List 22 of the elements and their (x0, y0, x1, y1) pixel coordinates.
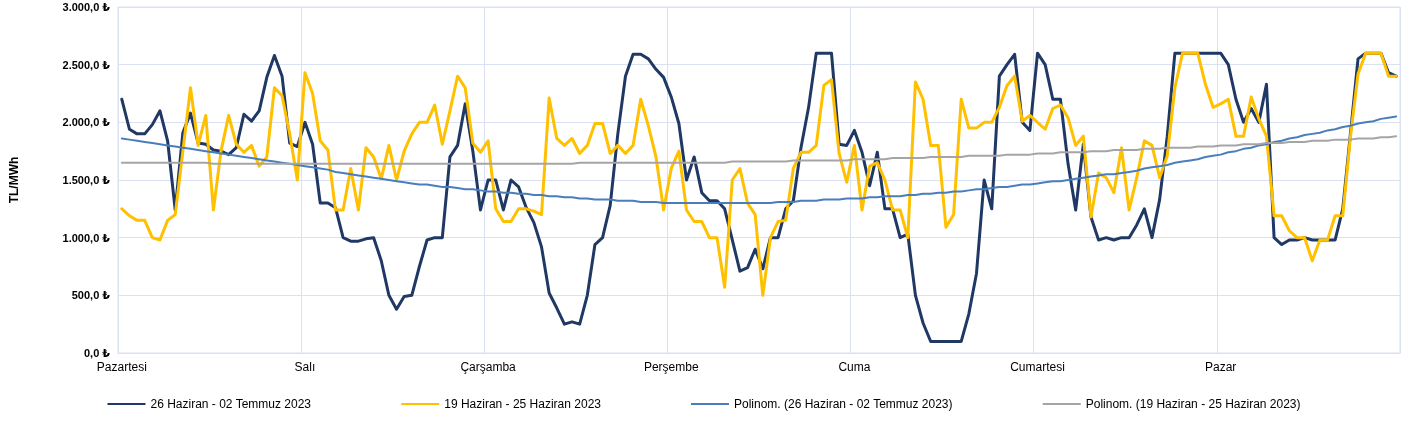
legend-label: Polinom. (19 Haziran - 25 Haziran 2023) (1085, 397, 1301, 411)
y-axis-title: TL/MWh (7, 156, 21, 204)
x-tick-label: Cumartesi (1010, 360, 1065, 374)
y-tick-label: 2.500,0 ₺ (62, 58, 111, 71)
legend-label: Polinom. (26 Haziran - 02 Temmuz 2023) (733, 397, 953, 411)
line-series (120, 51, 1398, 297)
line-series (120, 135, 1398, 165)
y-tick-label: 500,0 ₺ (71, 289, 111, 302)
legend-label: 19 Haziran - 25 Haziran 2023 (444, 397, 602, 411)
y-tick-label: 3.000,0 ₺ (62, 1, 111, 13)
x-tick-label: Çarşamba (460, 360, 517, 374)
x-tick-label: Cuma (838, 360, 871, 374)
x-tick-label: Perşembe (643, 360, 699, 374)
x-tick-label: Pazar (1204, 360, 1237, 374)
legend-label: 26 Haziran - 02 Temmuz 2023 (150, 397, 312, 411)
x-tick-label: Salı (294, 360, 316, 374)
y-tick-label: 1.500,0 ₺ (62, 174, 111, 186)
y-tick-label: 1.000,0 ₺ (62, 231, 111, 244)
x-tick-label: Pazartesi (96, 360, 147, 374)
line-series (120, 115, 1398, 205)
y-tick-label: 2.000,0 ₺ (62, 116, 111, 129)
y-tick-label: 0,0 ₺ (83, 347, 111, 359)
